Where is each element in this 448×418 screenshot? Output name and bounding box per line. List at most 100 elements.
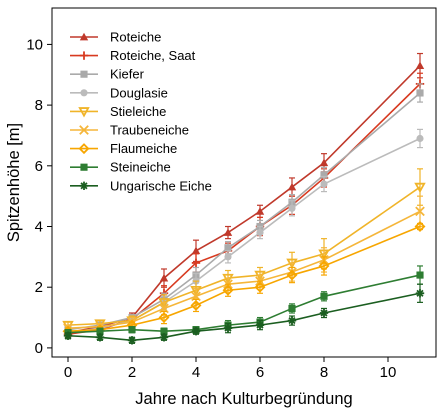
data-point [95,333,105,342]
marker-shape [320,292,328,300]
data-point [127,336,137,345]
series-line [67,210,421,329]
data-point [224,244,232,252]
legend-label: Roteiche, Saat [110,48,196,63]
data-point [320,180,328,188]
legend-marker [78,143,90,155]
data-point [319,308,329,318]
data-point [416,89,424,97]
data-point [191,246,201,255]
marker-shape [80,70,88,78]
data-point [96,327,104,335]
legend-item: Roteiche [70,30,161,45]
data-point [415,61,425,70]
legend-label: Flaumeiche [110,141,177,156]
legend: Roteiche Roteiche, Saat Kiefer Douglasie Sti… [70,30,212,193]
data-point [286,269,298,281]
marker-shape [320,171,328,179]
marker-shape [416,134,424,143]
x-tick-label: 6 [256,364,264,381]
marker-shape [80,163,88,171]
y-axis-label: Spitzenhöhe [m] [5,123,23,242]
data-point [160,327,168,335]
legend-label: Roteiche [110,30,161,45]
marker-shape [414,221,426,232]
x-tick-label: 4 [192,364,200,381]
marker-shape [416,89,424,97]
marker-shape [286,269,298,281]
data-point [288,204,296,212]
marker-shape [224,253,232,261]
data-point [190,299,202,311]
x-tick-label: 8 [320,364,328,381]
data-point [254,281,266,293]
data-point [128,326,136,334]
legend-marker [80,163,88,171]
data-point [416,134,424,143]
data-point [224,253,232,261]
legend-item: Roteiche, Saat [70,48,196,63]
marker-shape [79,32,89,41]
x-tick-label: 0 [64,364,72,381]
legend-label: Stieleiche [110,104,166,119]
data-point [288,304,296,313]
data-point [158,312,170,324]
plot-border [51,7,437,358]
marker-shape [80,89,88,97]
data-point [415,206,425,217]
marker-shape [78,107,90,118]
legend-label: Kiefer [110,67,145,82]
legend-item: Kiefer [70,67,145,82]
legend-marker [79,181,89,190]
marker-shape [287,182,297,191]
legend-item: Douglasie [70,85,168,100]
x-tick-label: 2 [128,364,136,381]
legend-marker [78,107,90,118]
marker-shape [190,299,202,311]
marker-shape [415,206,425,217]
series-line [67,225,421,333]
legend-marker [80,70,88,78]
y-tick-label: 8 [35,97,43,114]
data-point [190,285,202,297]
series-line [67,292,421,342]
legend-marker [79,32,89,41]
data-point [318,260,330,272]
legend-marker [79,51,89,60]
marker-shape [190,285,202,297]
marker-shape [256,229,264,237]
data-point [287,182,297,191]
marker-shape [288,204,296,212]
marker-shape [223,228,233,236]
legend-item: Traubeneiche [70,123,189,138]
series-line [67,186,421,326]
data-point [159,273,169,282]
data-point [191,258,201,268]
x-axis-label: Jahre nach Kulturbegründung [135,390,352,408]
marker-shape [318,260,330,272]
marker-shape [320,180,328,188]
y-tick-label: 10 [26,36,43,53]
marker-shape [416,271,424,279]
series-line [67,274,421,334]
data-point [255,320,265,330]
marker-shape [415,61,425,70]
legend-item: Steineiche [70,160,171,175]
marker-shape [222,284,234,296]
data-point [415,289,425,298]
series-5 [63,195,425,334]
legend-marker [80,89,88,97]
data-point [63,331,73,340]
marker-shape [255,207,265,215]
marker-shape [254,281,266,293]
y-tick-label: 0 [35,340,43,357]
data-point [319,158,329,167]
legend-item: Stieleiche [70,104,166,119]
data-point [320,292,328,300]
marker-shape [79,125,89,135]
data-point [191,327,201,336]
series-line [67,83,421,336]
marker-shape [158,312,170,324]
legend-label: Steineiche [110,160,171,175]
